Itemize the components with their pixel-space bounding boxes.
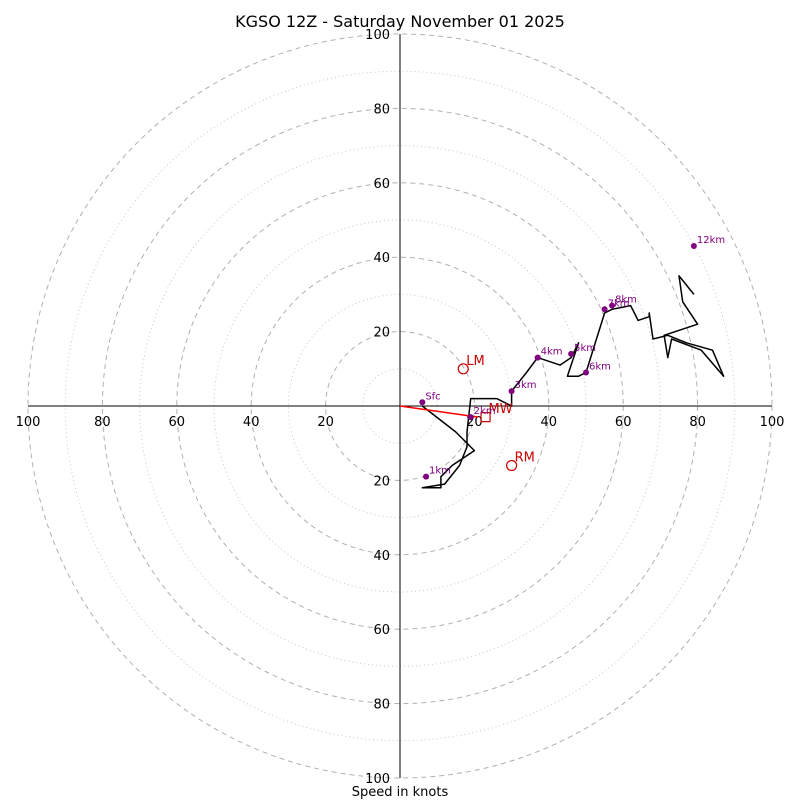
height-label-sfc: Sfc [425,391,440,402]
tick-label-y-top: 80 [373,102,390,117]
height-label-12km: 12km [697,235,725,246]
height-marker-6km [583,369,589,376]
tick-label-x-right: 80 [689,415,706,430]
tick-label-y-top: 100 [365,28,390,43]
storm-motion-lm-marker [457,363,469,375]
tick-label-y-bottom: 80 [373,698,390,713]
tick-label-y-top: 40 [373,251,390,266]
hodograph-trace [421,275,725,489]
x-axis-label: Speed in knots [352,785,449,800]
tick-label-y-top: 20 [373,326,390,341]
storm-motion-rm-label: RM [515,451,535,466]
height-label-8km: 8km [615,295,637,306]
tick-label-y-top: 60 [373,177,390,192]
storm-motion-rm-marker [506,459,518,472]
tick-label-y-bottom: 20 [373,474,390,489]
height-label-1km: 1km [429,466,451,477]
height-marker-1km [423,473,430,480]
tick-label-x-left: 80 [94,415,111,430]
height-label-5km: 5km [574,343,596,354]
tick-label-x-right: 40 [541,415,558,430]
height-label-7km: 7km [608,298,630,309]
tick-label-x-left: 20 [317,415,334,430]
height-marker-3km [508,388,515,395]
tick-label-x-left: 60 [169,415,186,430]
tick-label-x-right: 100 [760,415,785,430]
height-marker-12km [690,243,697,250]
height-marker-5km [568,350,575,357]
storm-motion-mw-label: MW [489,402,513,417]
height-label-3km: 3km [515,380,537,391]
storm-motion-lm-label: LM [466,354,484,369]
chart-title: KGSO 12Z - Saturday November 01 2025 [235,12,565,31]
tick-label-x-right: 60 [615,415,632,430]
height-marker-sfc [419,399,426,406]
tick-label-y-bottom: 60 [373,623,390,638]
tick-label-x-left: 100 [16,415,41,430]
tick-label-y-bottom: 100 [365,772,390,787]
height-marker-8km [609,302,616,309]
height-marker-4km [534,354,541,361]
height-label-6km: 6km [589,362,611,373]
tick-label-y-bottom: 40 [373,549,390,564]
tick-label-x-left: 40 [243,415,260,430]
height-label-4km: 4km [541,347,563,358]
height-label-2km: 2km [474,406,496,417]
storm-motion-mw-marker [480,412,491,423]
shear-vector [399,405,479,418]
height-marker-7km [601,306,608,313]
height-marker-2km [467,414,474,421]
